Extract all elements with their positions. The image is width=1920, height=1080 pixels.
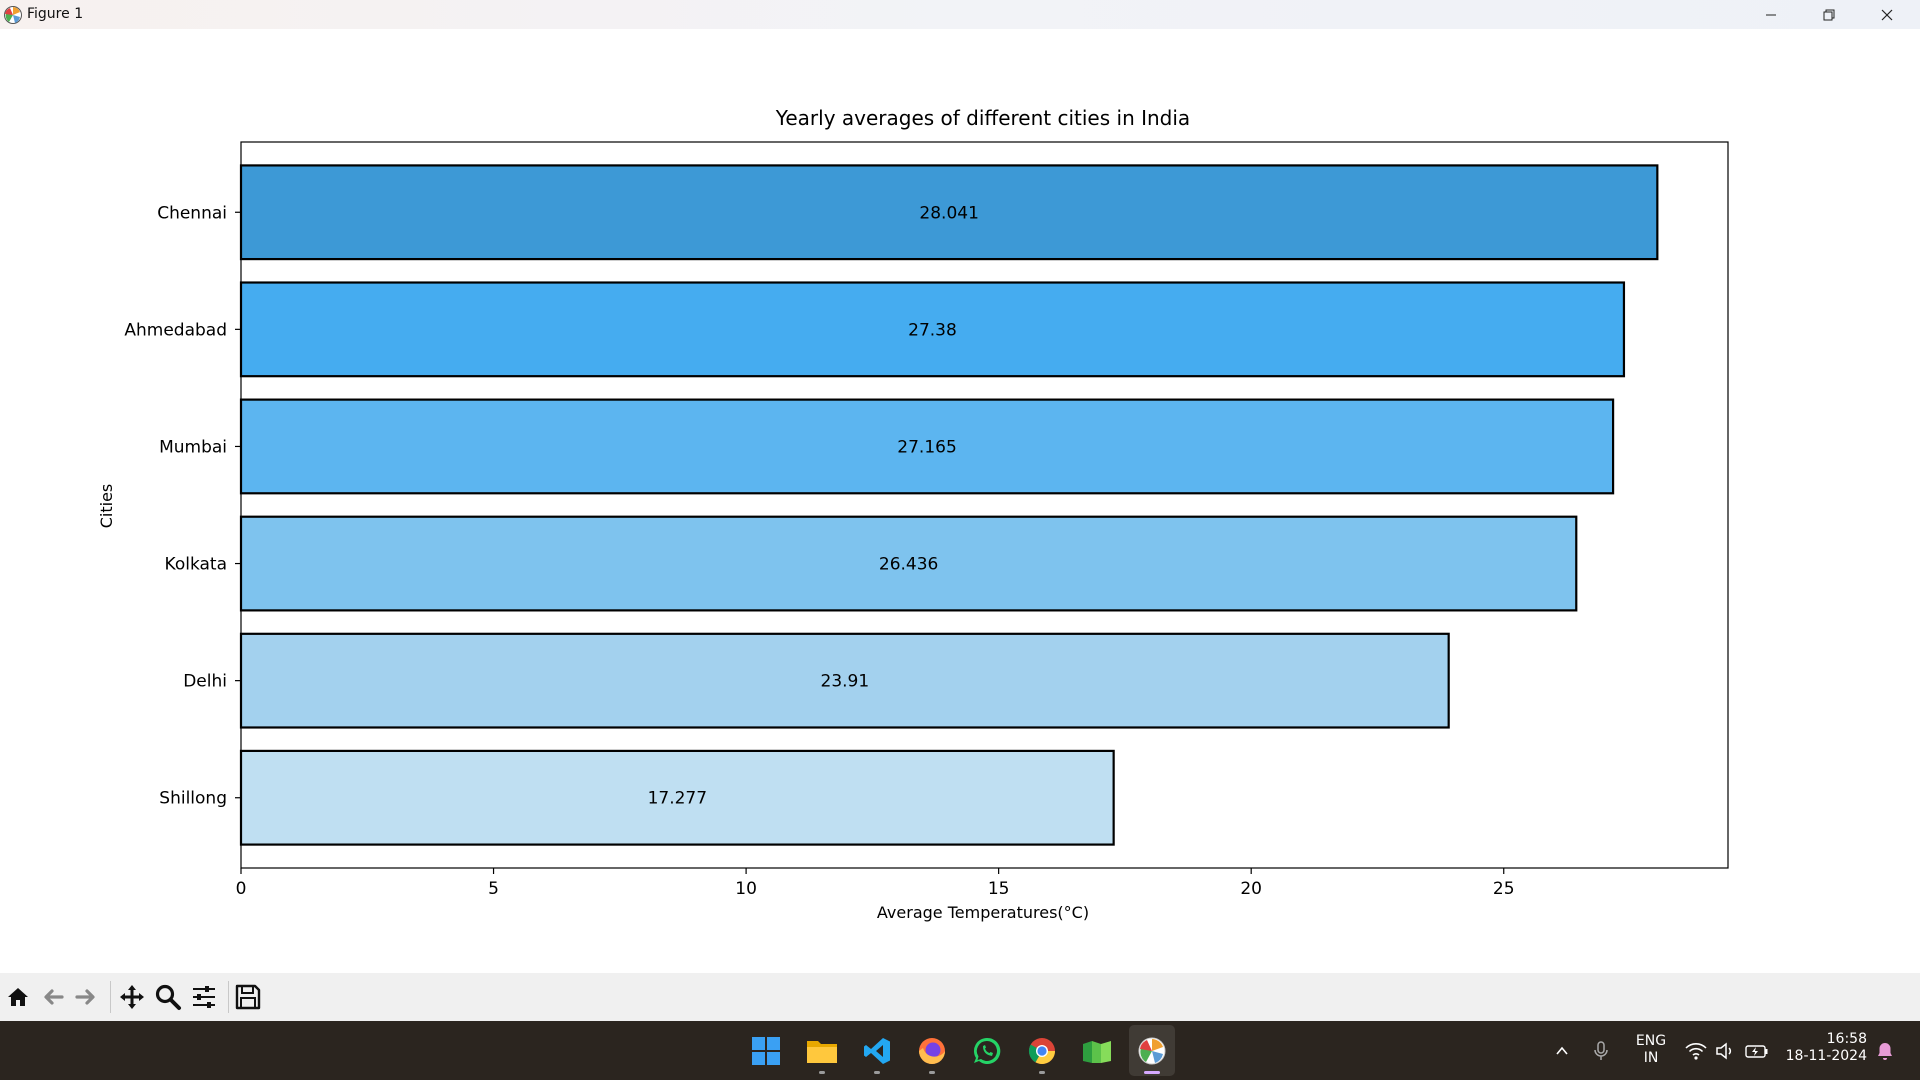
taskbar-file-explorer[interactable] xyxy=(799,1021,845,1080)
microphone-button[interactable] xyxy=(1589,1039,1613,1063)
whatsapp-icon xyxy=(973,1037,1001,1064)
bar-value-label: 27.165 xyxy=(897,437,956,457)
save-icon xyxy=(235,984,261,1010)
running-indicator xyxy=(1039,1071,1045,1074)
x-axis-label: Average Temperatures(°C) xyxy=(877,903,1089,922)
clock[interactable]: 16:58 18-11-2024 xyxy=(1780,1031,1880,1065)
chart-title: Yearly averages of different cities in I… xyxy=(775,106,1190,130)
firefox-icon xyxy=(919,1037,945,1064)
save-button[interactable] xyxy=(232,981,264,1013)
forward-arrow-icon xyxy=(75,989,95,1005)
chrome-icon xyxy=(1028,1037,1056,1064)
figure-canvas[interactable]: Yearly averages of different cities in I… xyxy=(0,29,1920,973)
active-indicator xyxy=(1144,1071,1160,1074)
taskbar-matplotlib-figure[interactable] xyxy=(1129,1025,1175,1076)
minimize-button[interactable] xyxy=(1742,0,1800,29)
matplotlib-icon xyxy=(1138,1037,1166,1064)
taskbar-firefox[interactable] xyxy=(909,1021,955,1080)
battery-charging-icon xyxy=(1745,1045,1768,1058)
taskbar-spreadsheet-app[interactable] xyxy=(1074,1021,1120,1080)
y-tick-label: Shillong xyxy=(159,789,227,809)
wifi-icon xyxy=(1685,1043,1707,1060)
wifi-button[interactable] xyxy=(1684,1039,1708,1063)
y-tick-label: Kolkata xyxy=(165,555,227,575)
toolbar-separator xyxy=(228,981,229,1013)
taskbar-whatsapp[interactable] xyxy=(964,1021,1010,1080)
restore-icon xyxy=(1823,9,1835,20)
matplotlib-app-icon xyxy=(3,5,23,25)
x-tick-label: 5 xyxy=(488,879,499,899)
back-button[interactable] xyxy=(37,981,69,1013)
toolbar-separator xyxy=(110,981,111,1013)
bar-delhi xyxy=(239,632,1450,729)
y-tick-label: Mumbai xyxy=(159,437,227,457)
start-button[interactable] xyxy=(743,1021,789,1080)
minimize-icon xyxy=(1766,14,1776,15)
vscode-icon xyxy=(864,1037,890,1064)
bar-shillong xyxy=(239,749,1115,846)
restore-button[interactable] xyxy=(1800,0,1858,29)
bar-value-label: 27.38 xyxy=(908,320,957,340)
x-tick-label: 20 xyxy=(1240,879,1262,899)
clock-date: 18-11-2024 xyxy=(1785,1048,1867,1064)
running-indicator xyxy=(874,1071,880,1074)
folder-icon xyxy=(807,1040,837,1063)
zoom-icon xyxy=(155,984,181,1010)
plot-area xyxy=(240,141,1729,869)
taskbar-chrome[interactable] xyxy=(1019,1021,1065,1080)
x-tick-label: 15 xyxy=(988,879,1010,899)
battery-button[interactable] xyxy=(1745,1039,1769,1063)
clock-time: 16:58 xyxy=(1826,1031,1867,1047)
notifications-button[interactable] xyxy=(1873,1039,1897,1063)
bar-chart: Yearly averages of different cities in I… xyxy=(97,106,1729,922)
volume-button[interactable] xyxy=(1713,1039,1737,1063)
taskbar-vscode[interactable] xyxy=(854,1021,900,1080)
home-icon xyxy=(8,988,28,1006)
title-bar: Figure 1 xyxy=(0,0,1920,29)
y-tick-label: Chennai xyxy=(157,203,227,223)
y-tick-label: Ahmedabad xyxy=(124,320,227,340)
bar-value-label: 23.91 xyxy=(821,672,870,692)
bar-value-label: 28.041 xyxy=(919,203,978,223)
y-axis-label: Cities xyxy=(97,484,116,529)
bar-value-label: 17.277 xyxy=(648,789,707,809)
x-tick-label: 25 xyxy=(1493,879,1515,899)
close-button[interactable] xyxy=(1858,0,1916,29)
figure-toolbar xyxy=(0,973,1920,1021)
configure-subplots-button[interactable] xyxy=(188,981,220,1013)
pan-icon xyxy=(120,985,144,1009)
bar-mumbai xyxy=(239,398,1615,495)
zoom-button[interactable] xyxy=(152,981,184,1013)
y-tick-label: Delhi xyxy=(183,672,227,692)
configure-subplots-icon xyxy=(193,986,215,1008)
running-indicator xyxy=(929,1071,935,1074)
pan-button[interactable] xyxy=(116,981,148,1013)
bar-kolkata xyxy=(239,515,1578,612)
taskbar: ENG IN 16:58 18-11-2024 xyxy=(0,1021,1920,1080)
speaker-icon xyxy=(1716,1042,1732,1060)
bar-value-label: 26.436 xyxy=(879,555,938,575)
window-title: Figure 1 xyxy=(27,6,84,22)
region-code: IN xyxy=(1643,1050,1659,1066)
x-tick-label: 10 xyxy=(735,879,757,899)
show-hidden-icons-button[interactable] xyxy=(1550,1039,1574,1063)
running-indicator xyxy=(819,1071,825,1074)
microphone-icon xyxy=(1594,1041,1608,1060)
language-code: ENG xyxy=(1635,1033,1667,1049)
close-icon xyxy=(1881,9,1893,20)
x-tick-label: 0 xyxy=(236,879,247,899)
home-button[interactable] xyxy=(2,981,34,1013)
bar-ahmedabad xyxy=(239,281,1626,378)
language-indicator[interactable]: ENG IN xyxy=(1624,1033,1678,1067)
spreadsheet-icon xyxy=(1083,1040,1111,1063)
forward-button[interactable] xyxy=(70,981,102,1013)
windows-start-icon xyxy=(752,1036,780,1065)
chevron-up-icon xyxy=(1556,1046,1568,1055)
bell-icon xyxy=(1878,1043,1892,1060)
back-arrow-icon xyxy=(44,989,64,1005)
bar-chennai xyxy=(239,164,1659,261)
